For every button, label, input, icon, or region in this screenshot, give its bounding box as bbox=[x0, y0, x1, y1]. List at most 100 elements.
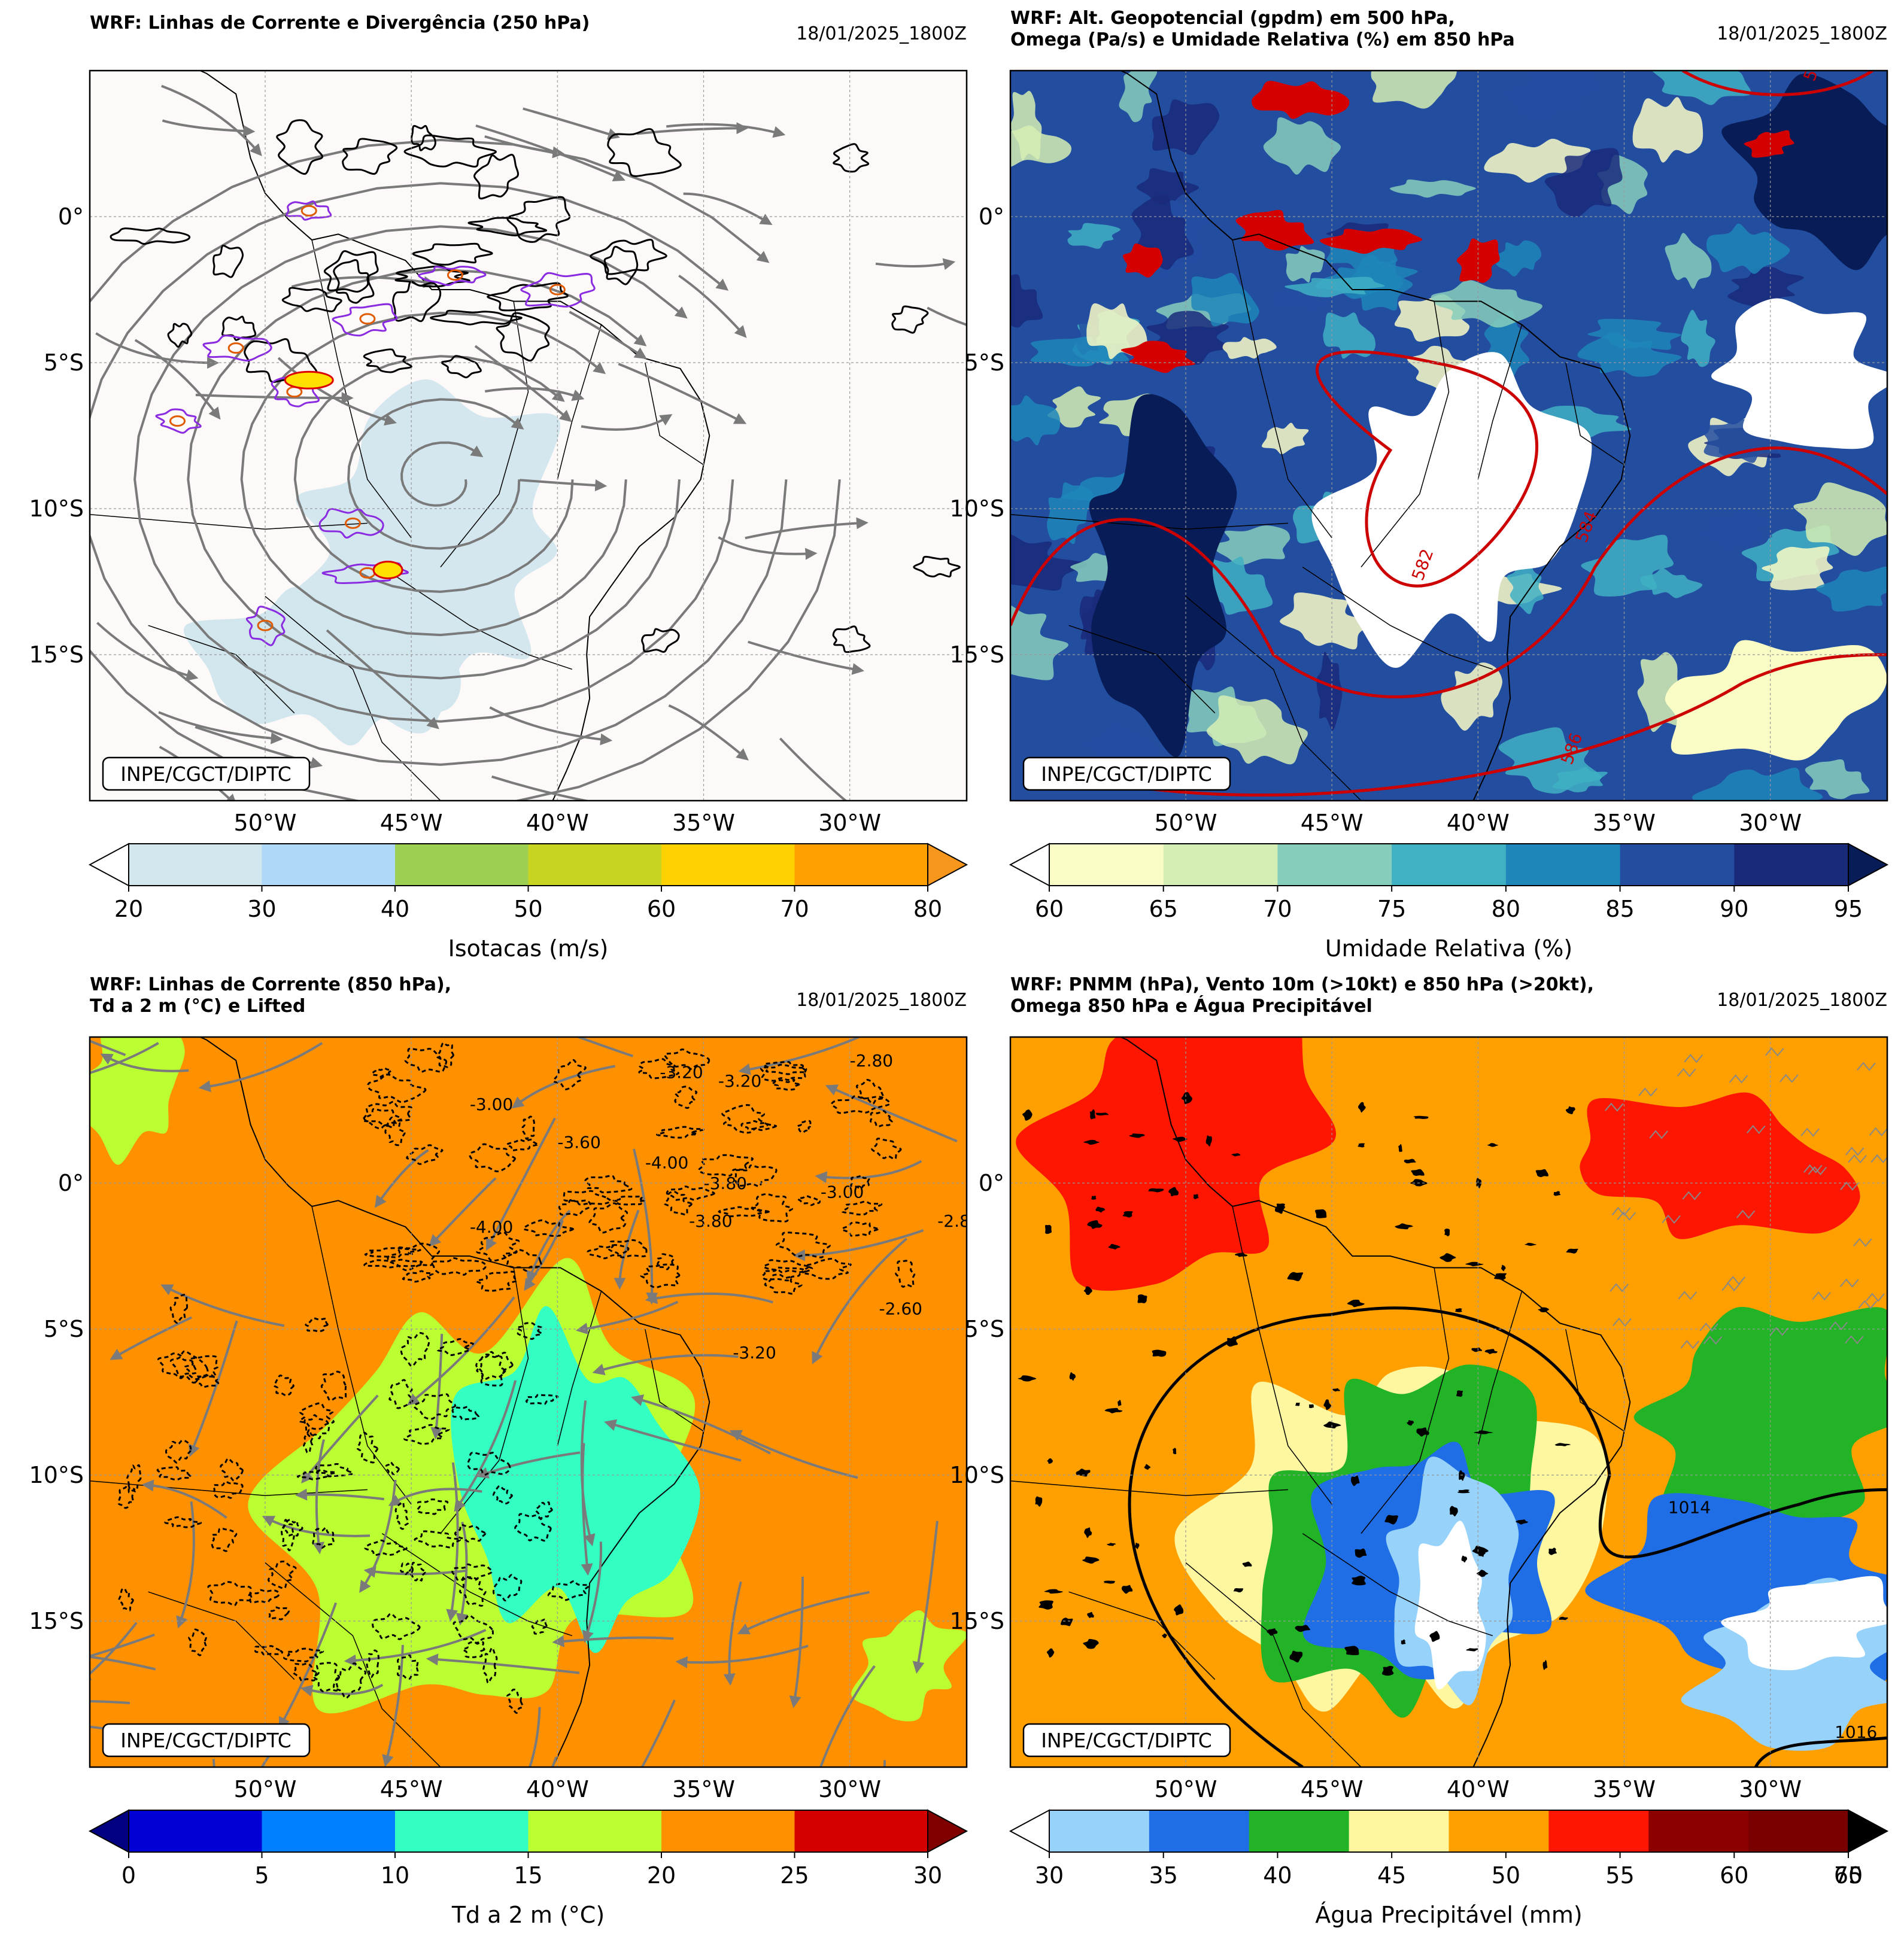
divergence-contour-max bbox=[345, 517, 361, 529]
streamline bbox=[446, 1462, 459, 1622]
lifted-contour bbox=[516, 1322, 543, 1340]
isotach-region bbox=[183, 587, 461, 746]
streamline bbox=[429, 1177, 497, 1247]
wind-barb bbox=[1853, 1238, 1872, 1247]
y-tick-label: 0° bbox=[58, 203, 84, 230]
streamline bbox=[90, 1039, 126, 1056]
colorbar-tick-label: 65 bbox=[1149, 896, 1178, 922]
lifted-contour bbox=[414, 1530, 461, 1549]
colorbar-label: Isotacas (m/s) bbox=[448, 935, 609, 962]
omega-region bbox=[1565, 1106, 1575, 1114]
humidity-patch bbox=[1119, 71, 1158, 123]
lifted-contour bbox=[482, 1647, 498, 1684]
omega-region bbox=[1457, 1489, 1470, 1494]
wind-barb bbox=[1610, 1283, 1629, 1293]
wind-barb bbox=[1839, 1278, 1859, 1288]
colorbar: 20 30 40 50 60 70 80 Isotacas (m/s) bbox=[88, 843, 968, 962]
credit-box-frame bbox=[1022, 1723, 1231, 1758]
lifted-contour bbox=[406, 1144, 444, 1165]
omega-region bbox=[1181, 1092, 1193, 1104]
x-tick-label: 45°W bbox=[1301, 810, 1364, 836]
humidity-patch bbox=[1067, 223, 1120, 249]
lifted-contour bbox=[212, 1480, 244, 1499]
omega-region bbox=[1355, 1548, 1367, 1558]
streamline bbox=[455, 1522, 468, 1626]
map-area: -2.80 -3.00 -3.20 -3.20 -3.60 -4.00 -3.80 -2.60… bbox=[90, 1037, 967, 1767]
streamline bbox=[592, 1354, 739, 1376]
humidity-patch bbox=[1047, 386, 1101, 428]
colorbar-under-triangle bbox=[88, 843, 129, 887]
colorbar-tick-label: 25 bbox=[780, 1862, 809, 1889]
colorbar-over-triangle bbox=[927, 1809, 968, 1853]
contour-label: -2.80 bbox=[850, 1051, 893, 1071]
panel-title: WRF: Linhas de Corrente e Divergência (2… bbox=[90, 13, 590, 34]
y-tick-label: 5°S bbox=[964, 349, 1004, 376]
omega-region bbox=[1162, 1633, 1167, 1638]
omega-region bbox=[1046, 1648, 1055, 1658]
divergence-contour-strong bbox=[318, 507, 384, 539]
state-border bbox=[148, 1591, 295, 1680]
humidity-patch bbox=[1152, 99, 1220, 156]
omega-region bbox=[1494, 1273, 1507, 1280]
lifted-contour bbox=[656, 1253, 675, 1270]
lifted-contour bbox=[608, 1239, 648, 1258]
credit-box: INPE/CGCT/DIPTC bbox=[1022, 1723, 1231, 1758]
streamline bbox=[312, 1439, 325, 1555]
colorbar-tick-label: 70 bbox=[1834, 1862, 1863, 1889]
colorbar-tick-label: 65 bbox=[1834, 1862, 1863, 1889]
divergence-contour bbox=[833, 143, 870, 173]
streamline bbox=[520, 479, 608, 491]
panel-title: Omega (Pa/s) e Umidade Relativa (%) em 8… bbox=[1010, 29, 1515, 50]
panel-title: WRF: Alt. Geopotencial (gpdm) em 500 hPa… bbox=[1010, 8, 1455, 29]
omega-region bbox=[1744, 130, 1794, 158]
streamline bbox=[382, 1644, 404, 1767]
omega-region bbox=[1087, 1220, 1103, 1229]
lifted-contour bbox=[734, 1164, 778, 1187]
streamline bbox=[278, 1602, 338, 1729]
lifted-contour bbox=[451, 1563, 493, 1582]
colorbar-segment bbox=[1748, 1810, 1849, 1852]
lifted-contour bbox=[371, 1067, 393, 1078]
wind-barb bbox=[1677, 1068, 1696, 1077]
wind-barb bbox=[1613, 1317, 1632, 1327]
divergence-contour bbox=[392, 281, 442, 323]
divergence-contour bbox=[891, 305, 929, 334]
geopotential-contour-584 bbox=[1010, 446, 1887, 698]
colorbar-segment bbox=[794, 1810, 928, 1852]
contour-label: -3.60 bbox=[557, 1132, 600, 1152]
omega-region bbox=[1351, 1475, 1360, 1486]
divergence-contour-strong bbox=[520, 272, 596, 308]
lifted-contour bbox=[402, 1270, 435, 1283]
wind-barb bbox=[1769, 1327, 1789, 1336]
omega-region bbox=[1347, 1299, 1365, 1308]
x-tick-label: 35°W bbox=[672, 810, 735, 836]
omega-region bbox=[1242, 1561, 1252, 1567]
lifted-contour bbox=[384, 1117, 406, 1147]
streamline bbox=[90, 182, 788, 766]
omega-region bbox=[1465, 1261, 1484, 1267]
lifted-contour bbox=[366, 1649, 380, 1679]
omega-region bbox=[1044, 1589, 1063, 1594]
streamline bbox=[523, 107, 620, 140]
divergence-contour bbox=[430, 309, 523, 326]
wind-barb bbox=[1649, 1130, 1668, 1139]
omega-region bbox=[1022, 1109, 1033, 1121]
geopotential-contour-582 bbox=[1316, 350, 1539, 588]
wind-barb bbox=[1736, 1209, 1756, 1219]
wind-barb bbox=[1703, 1336, 1723, 1345]
omega-region bbox=[1103, 1580, 1115, 1584]
lifted-contour bbox=[126, 1464, 142, 1494]
lifted-contour bbox=[315, 1463, 354, 1477]
streamline bbox=[789, 1576, 804, 1708]
colorbar-tick-label: 20 bbox=[114, 896, 143, 922]
humidity-patch bbox=[1692, 768, 1823, 801]
omega-region bbox=[1083, 1638, 1099, 1649]
colorbar-tick-label: 45 bbox=[1377, 1862, 1406, 1889]
omega-region bbox=[1358, 1102, 1366, 1113]
y-tick-label: 5°S bbox=[44, 1316, 84, 1342]
omega-region bbox=[1287, 1272, 1304, 1281]
divergence-contour bbox=[487, 282, 569, 312]
streamline bbox=[569, 311, 647, 359]
lifted-contour bbox=[492, 1574, 523, 1602]
